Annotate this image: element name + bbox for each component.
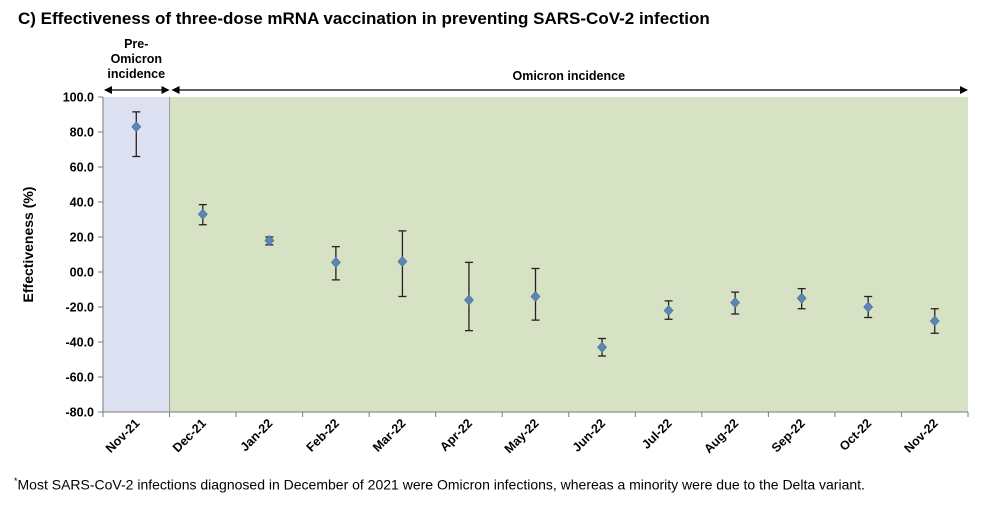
omicron-label: Omicron incidence <box>513 69 626 83</box>
x-tick-label: Sep-22 <box>769 416 808 455</box>
data-point <box>796 292 807 304</box>
data-point <box>929 315 940 327</box>
x-tick-labels: Nov-21 Dec-21 Jan-22 Feb-22 Mar-22 Apr-22 May-… <box>103 416 941 456</box>
y-tick-label: 80.0 <box>70 126 94 140</box>
y-tick-label: -80.0 <box>66 406 95 420</box>
x-tick-label: Apr-22 <box>437 416 475 454</box>
band-arrows <box>104 86 968 94</box>
data-point <box>131 121 142 133</box>
x-tick-label: Oct-22 <box>837 416 874 453</box>
chart-title: C) Effectiveness of three-dose mRNA vacc… <box>18 9 710 28</box>
data-point <box>863 301 874 313</box>
y-tick-label: 100.0 <box>63 91 94 105</box>
pre-omicron-arrow <box>104 86 170 94</box>
x-tick-label: May-22 <box>502 416 542 456</box>
x-tick-label: Mar-22 <box>370 416 408 454</box>
axes <box>98 96 969 417</box>
y-axis-label: Effectiveness (%) <box>20 187 36 303</box>
data-point <box>197 208 208 220</box>
data-point <box>597 341 607 353</box>
footnote-text: Most SARS-CoV-2 infections diagnosed in … <box>17 476 865 493</box>
data-point <box>663 305 674 316</box>
y-tick-label: 60.0 <box>70 161 94 175</box>
pre-omicron-label: Pre-Omicron incidence <box>107 37 165 81</box>
y-tick-label: 40.0 <box>70 196 94 210</box>
y-tick-label: 00.0 <box>70 266 94 280</box>
omicron-arrow <box>171 86 968 94</box>
error-bar <box>132 111 141 158</box>
omicron-band <box>169 97 969 412</box>
data-point <box>730 297 741 309</box>
footnote-marker: * <box>14 476 18 486</box>
x-tick-label: Jun-22 <box>570 416 608 454</box>
data-point <box>330 256 341 268</box>
x-tick-label: Jan-22 <box>238 416 276 454</box>
band-labels: Pre-Omicron incidence Omicron incidence <box>107 37 625 83</box>
y-tick-label: -60.0 <box>66 371 95 385</box>
x-tick-label: Dec-21 <box>170 416 209 455</box>
y-tick-label: -40.0 <box>66 336 95 350</box>
x-tick-label: Nov-22 <box>901 416 940 455</box>
x-tick-label: Feb-22 <box>304 416 342 454</box>
data-point <box>530 291 541 302</box>
y-tick-label: 20.0 <box>70 231 94 245</box>
footnote: *Most SARS-CoV-2 infections diagnosed in… <box>14 476 865 493</box>
x-tick-label: Aug-22 <box>701 416 741 456</box>
data-points <box>131 121 940 353</box>
y-tick-label: -20.0 <box>66 301 95 315</box>
x-tick-label: Nov-21 <box>103 416 142 455</box>
y-tick-labels: 100.0 80.0 60.0 40.0 20.0 00.0 -20.0 -40.0 -60.0… <box>63 91 94 420</box>
data-point <box>264 235 275 246</box>
data-point <box>397 256 408 267</box>
chart-area: 100.0 80.0 60.0 40.0 20.0 00.0 -20.0 -40.0 -60.0… <box>20 37 969 456</box>
data-point <box>464 294 474 306</box>
x-tick-label: Jul-22 <box>639 416 674 451</box>
